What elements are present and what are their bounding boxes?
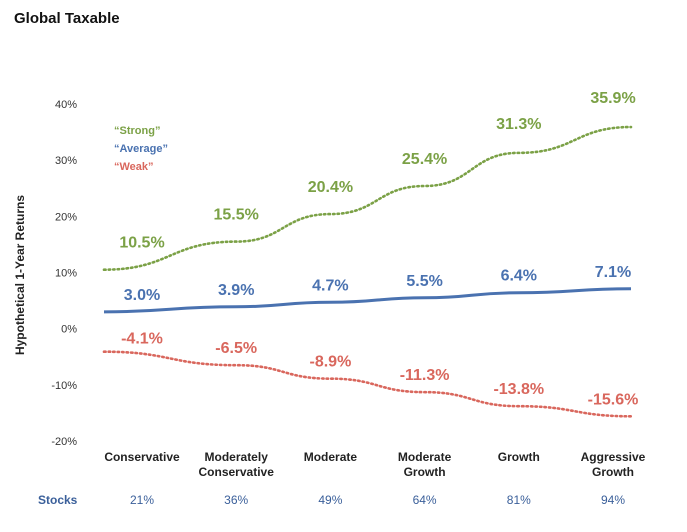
legend-entry: “Average”	[114, 143, 168, 155]
legend-entry: “Strong”	[114, 125, 160, 137]
y-axis-label: Hypothetical 1-Year Returns	[13, 195, 27, 355]
series-lines	[102, 125, 633, 418]
data-label: 20.4%	[308, 179, 353, 196]
data-label: 4.7%	[312, 277, 348, 294]
stocks-row: Stocks 21% 36% 49% 64% 81% 94%	[38, 493, 625, 507]
data-label: -8.9%	[310, 354, 352, 371]
data-label: 3.9%	[218, 282, 254, 299]
data-label: -11.3%	[400, 367, 450, 384]
x-category-label: Growth	[498, 450, 540, 464]
stocks-label: Stocks	[38, 493, 78, 507]
y-tick-label: -20%	[51, 436, 77, 448]
y-axis: 40% 30% 20% 10% 0% -10% -20%	[51, 99, 77, 448]
data-label: 25.4%	[402, 151, 447, 168]
data-label: 35.9%	[590, 90, 635, 107]
chart-title: Global Taxable	[14, 10, 120, 27]
data-label: 7.1%	[595, 264, 631, 281]
y-tick-label: 10%	[55, 268, 77, 280]
series-line-0	[102, 125, 633, 271]
data-label: -13.8%	[493, 381, 544, 398]
stocks-value: 81%	[507, 493, 531, 507]
stocks-value: 64%	[413, 493, 437, 507]
legend-entry: “Weak”	[114, 161, 154, 173]
y-tick-label: -10%	[51, 380, 77, 392]
data-label: 3.0%	[124, 287, 160, 304]
data-label: -4.1%	[121, 331, 163, 348]
x-category-label: Moderate	[304, 450, 358, 464]
x-axis-categories: Conservative Moderately Conservative Modera…	[104, 450, 645, 479]
y-tick-label: 0%	[61, 324, 77, 336]
data-label: -15.6%	[588, 391, 639, 408]
data-label: -6.5%	[215, 340, 257, 357]
stocks-value: 21%	[130, 493, 154, 507]
x-category-label: Aggressive Growth	[581, 450, 646, 479]
series-line-2	[102, 350, 633, 418]
stocks-value: 94%	[601, 493, 625, 507]
x-category-label: Moderately Conservative	[199, 450, 275, 479]
x-category-label: Conservative	[104, 450, 180, 464]
data-labels: 10.5% 15.5% 20.4% 25.4% 31.3% 35.9% 3.0% 3.9% 4.…	[119, 90, 638, 408]
y-tick-label: 40%	[55, 99, 77, 111]
y-tick-label: 30%	[55, 155, 77, 167]
data-label: 15.5%	[214, 207, 259, 224]
stocks-value: 49%	[318, 493, 342, 507]
data-label: 31.3%	[496, 116, 541, 133]
data-label: 6.4%	[501, 268, 537, 285]
series-line-1	[103, 287, 632, 314]
y-tick-label: 20%	[55, 211, 77, 223]
stocks-value: 36%	[224, 493, 248, 507]
legend: “Strong” “Average” “Weak”	[114, 125, 168, 173]
data-label: 5.5%	[406, 273, 442, 290]
x-category-label: Moderate Growth	[398, 450, 452, 479]
data-label: 10.5%	[119, 235, 164, 252]
